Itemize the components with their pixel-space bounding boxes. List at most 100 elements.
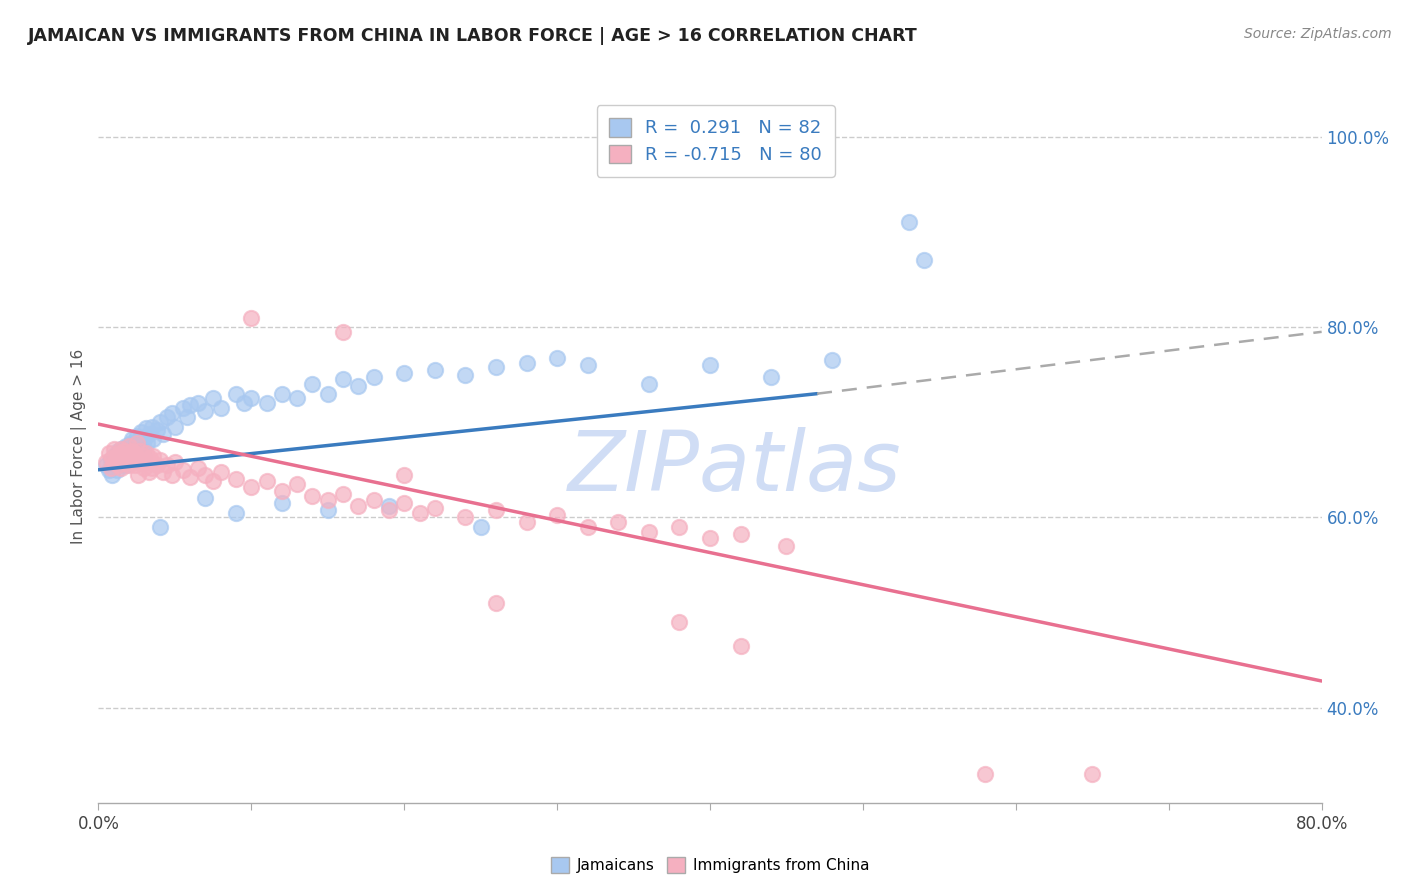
Point [122,443,145,458]
Point [187,461,209,475]
Point [332,325,354,339]
Point [423,500,446,515]
Point [132,439,155,453]
Point [124,458,146,472]
Point [117,449,139,463]
Point [128,445,150,459]
Point [301,377,323,392]
Point [240,480,263,494]
Point [111,453,134,467]
Point [142,433,165,447]
Point [121,449,143,463]
Point [256,396,278,410]
Point [408,506,430,520]
Point [576,520,599,534]
Point [179,470,201,484]
Point [194,491,217,506]
Point [134,461,156,475]
Point [240,310,263,325]
Point [730,639,752,653]
Point [124,453,146,467]
Point [156,410,179,425]
Point [105,449,128,463]
Point [759,369,782,384]
Point [127,467,149,482]
Point [94,455,117,469]
Point [101,451,124,466]
Point [118,443,141,458]
Point [104,455,127,469]
Point [516,515,538,529]
Point [172,463,194,477]
Point [270,483,292,498]
Point [194,404,217,418]
Point [125,442,148,456]
Text: JAMAICAN VS IMMIGRANTS FROM CHINA IN LABOR FORCE | AGE > 16 CORRELATION CHART: JAMAICAN VS IMMIGRANTS FROM CHINA IN LAB… [28,27,918,45]
Point [103,458,125,472]
Point [775,539,797,553]
Point [121,455,143,469]
Point [101,467,124,482]
Point [115,439,138,453]
Point [378,499,401,513]
Point [108,449,131,463]
Point [699,358,721,372]
Point [392,366,416,380]
Point [194,467,217,482]
Point [156,458,179,472]
Point [285,477,308,491]
Point [546,351,568,365]
Point [363,369,385,384]
Point [301,490,323,504]
Point [125,429,148,443]
Point [179,398,201,412]
Point [121,433,143,447]
Point [122,445,145,459]
Point [110,442,132,456]
Point [121,443,143,458]
Point [576,358,599,372]
Point [134,433,156,447]
Point [160,406,183,420]
Point [134,449,156,463]
Text: Source: ZipAtlas.com: Source: ZipAtlas.com [1244,27,1392,41]
Point [546,508,568,523]
Point [912,253,935,268]
Point [138,465,160,479]
Point [1081,767,1104,781]
Point [225,472,247,486]
Point [139,451,162,466]
Point [152,465,174,479]
Point [107,443,129,458]
Point [485,359,508,374]
Point [136,455,159,469]
Point [363,493,385,508]
Point [256,474,278,488]
Point [209,465,232,479]
Point [240,392,263,406]
Point [98,463,121,477]
Point [115,455,138,469]
Point [225,506,247,520]
Point [454,510,477,524]
Point [316,386,339,401]
Point [110,461,132,475]
Point [485,596,508,610]
Point [108,445,131,459]
Point [138,426,160,441]
Point [129,455,152,469]
Point [516,356,538,370]
Point [152,426,174,441]
Point [120,451,142,466]
Point [202,392,225,406]
Point [270,496,292,510]
Point [98,445,121,459]
Point [347,379,370,393]
Point [316,502,339,516]
Point [454,368,477,382]
Point [485,502,508,516]
Point [668,520,690,534]
Point [897,215,920,229]
Point [347,499,370,513]
Point [127,436,149,450]
